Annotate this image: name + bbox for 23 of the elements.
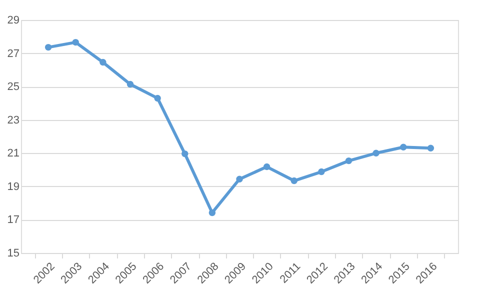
y-tick-label: 29 [7,14,20,26]
point [100,58,106,66]
y-tick-label: 23 [7,114,20,126]
y-tick-label: 27 [7,48,20,60]
point [44,44,52,51]
point [154,94,161,102]
point [236,176,243,182]
y-tick-label: 17 [7,214,20,226]
y-tick-label: 25 [7,81,20,94]
point [263,163,270,170]
point [400,144,407,150]
point [126,80,134,88]
point [372,150,380,156]
y-tick-label: 21 [7,148,20,160]
y-tick-label: 15 [7,248,20,260]
point [318,168,325,176]
point [182,150,188,158]
point [345,157,352,164]
point [208,209,216,216]
y-tick-label: 19 [7,180,20,193]
point [72,38,79,46]
point [427,144,434,152]
point [290,177,298,184]
